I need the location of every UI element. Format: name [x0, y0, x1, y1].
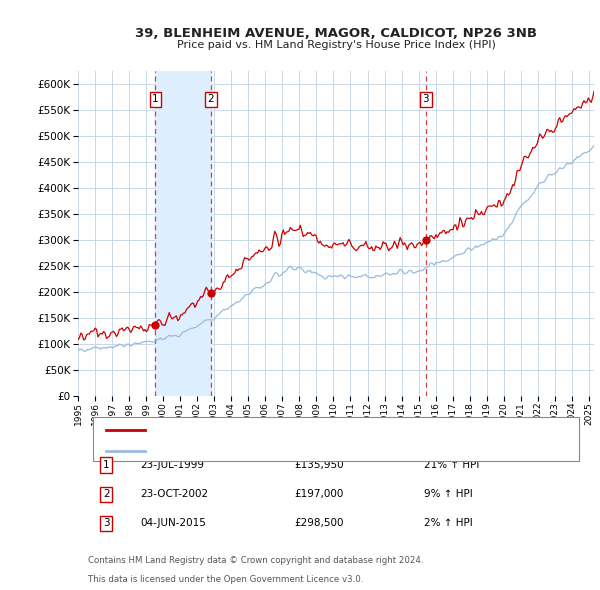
Text: 2: 2: [208, 94, 214, 104]
Text: 21% ↑ HPI: 21% ↑ HPI: [424, 460, 479, 470]
Text: 39, BLENHEIM AVENUE, MAGOR, CALDICOT, NP26 3NB: 39, BLENHEIM AVENUE, MAGOR, CALDICOT, NP…: [135, 27, 537, 40]
Text: Contains HM Land Registry data © Crown copyright and database right 2024.: Contains HM Land Registry data © Crown c…: [88, 556, 424, 565]
Text: 1: 1: [152, 94, 159, 104]
FancyBboxPatch shape: [94, 418, 578, 461]
Text: £298,500: £298,500: [295, 519, 344, 529]
Text: 23-JUL-1999: 23-JUL-1999: [140, 460, 204, 470]
Text: HPI: Average price, detached house, Monmouthshire: HPI: Average price, detached house, Monm…: [153, 446, 415, 456]
Text: £135,950: £135,950: [295, 460, 344, 470]
Text: 3: 3: [103, 519, 110, 529]
Bar: [155, 71, 211, 395]
Text: £197,000: £197,000: [295, 489, 344, 499]
Text: 39, BLENHEIM AVENUE, MAGOR, CALDICOT, NP26 3NB (detached house): 39, BLENHEIM AVENUE, MAGOR, CALDICOT, NP…: [153, 425, 515, 435]
Text: This data is licensed under the Open Government Licence v3.0.: This data is licensed under the Open Gov…: [88, 575, 364, 584]
Text: 2: 2: [103, 489, 110, 499]
Text: 04-JUN-2015: 04-JUN-2015: [140, 519, 206, 529]
Text: 1: 1: [103, 460, 110, 470]
Text: 23-OCT-2002: 23-OCT-2002: [140, 489, 208, 499]
Text: 2% ↑ HPI: 2% ↑ HPI: [424, 519, 472, 529]
Text: Price paid vs. HM Land Registry's House Price Index (HPI): Price paid vs. HM Land Registry's House …: [176, 40, 496, 50]
Text: 9% ↑ HPI: 9% ↑ HPI: [424, 489, 472, 499]
Text: 3: 3: [422, 94, 429, 104]
